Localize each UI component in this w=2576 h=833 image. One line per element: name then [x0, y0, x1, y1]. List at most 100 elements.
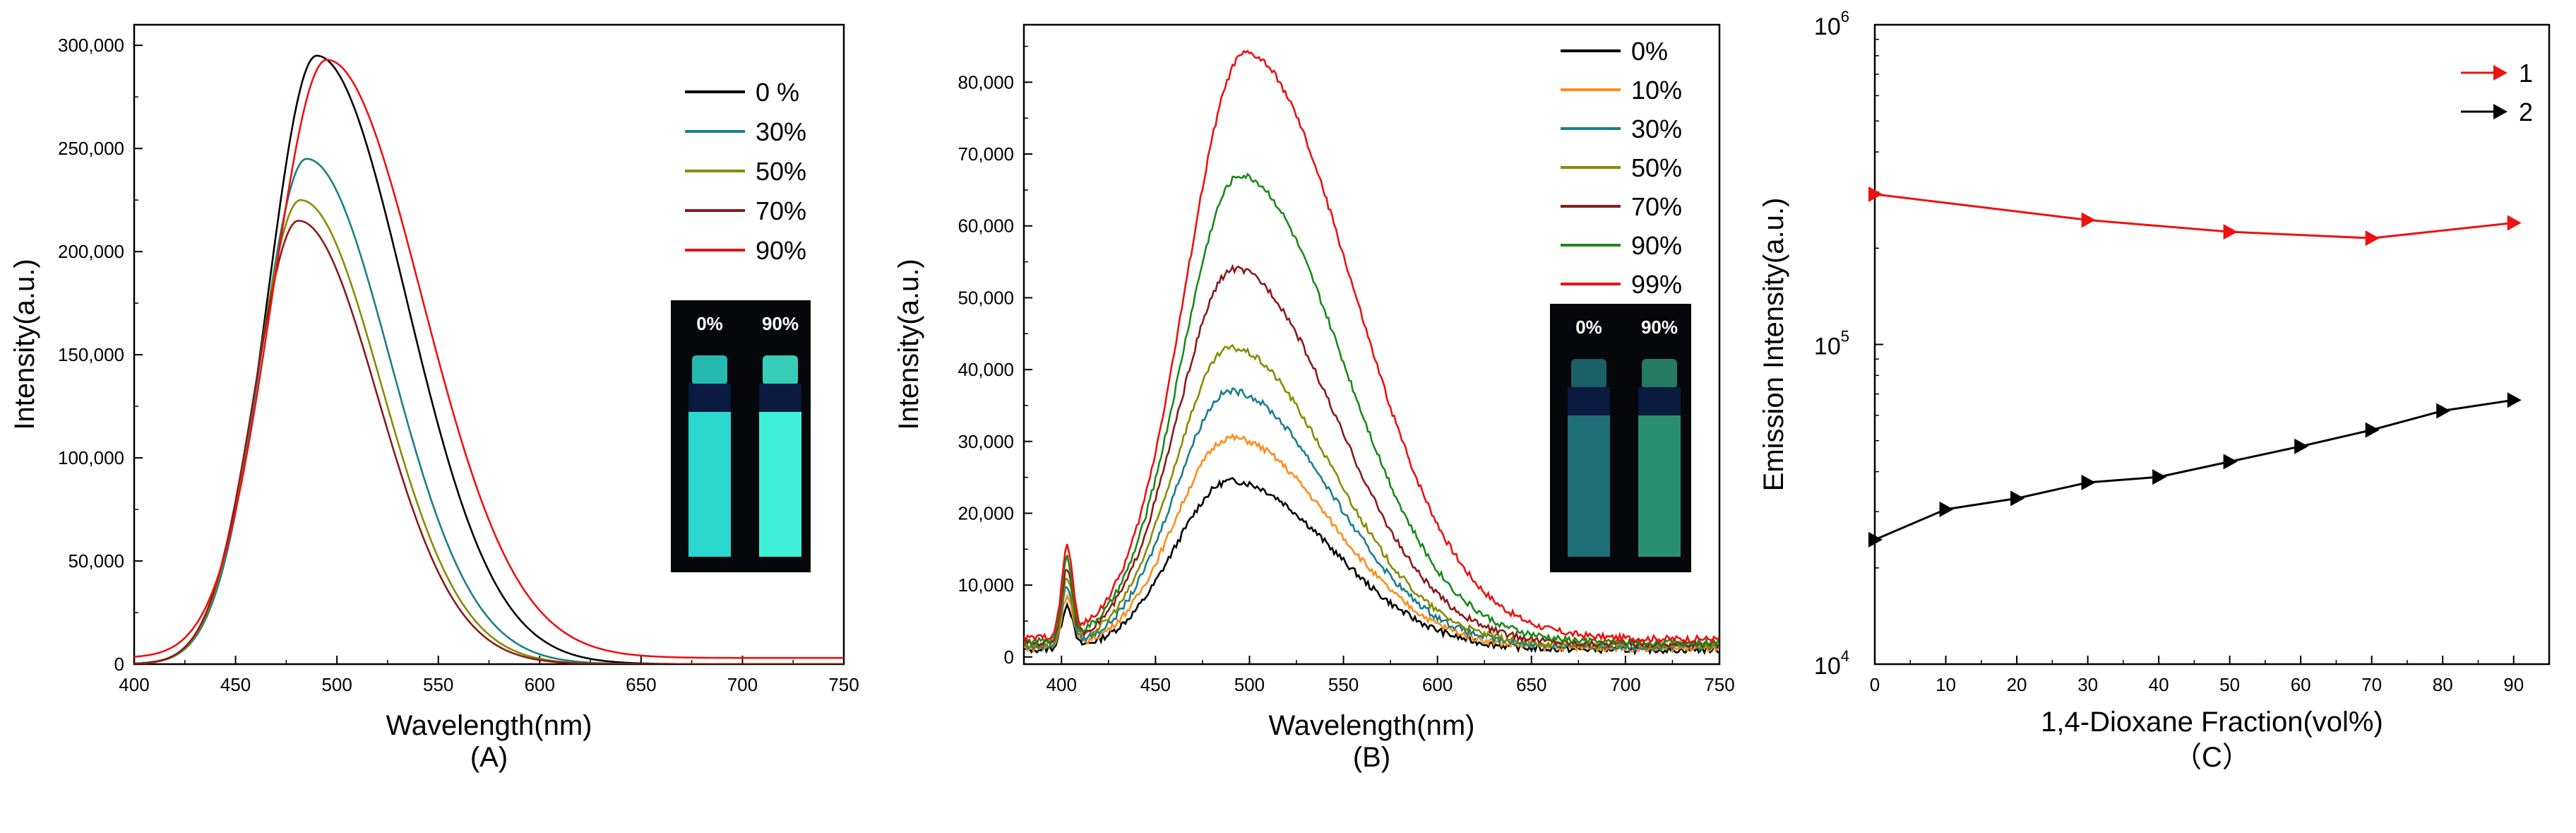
- chart-b-legend-label: 30%: [1631, 114, 1682, 143]
- chart-b-y-axis-title: Intensity(a.u.): [893, 259, 924, 430]
- chart-c-series-2-point: [1868, 531, 1883, 548]
- chart-b-plot-frame: [1022, 23, 1721, 666]
- chart-c-series-2-point: [2507, 392, 2522, 408]
- chart-a-xtick-label: 550: [423, 674, 453, 695]
- chart-b-xtick-label: 550: [1328, 674, 1359, 695]
- chart-c-xtick-label: 40: [2149, 674, 2169, 695]
- chart-b-legend-label: 90%: [1631, 231, 1682, 260]
- chart-b-x-axis-title: Wavelength(nm): [1269, 710, 1475, 741]
- chart-b-ytick-label: 20,000: [958, 502, 1014, 524]
- chart-c-ytick-label: 104: [1814, 647, 1849, 680]
- chart-b-ytick-label: 0: [1004, 646, 1014, 668]
- chart-c-series-1-point: [2081, 212, 2096, 228]
- chart-b-series-line-7: [1024, 49, 1719, 644]
- chart-c-xtick-label: 10: [1936, 674, 1956, 695]
- chart-b-inset-label: 90%: [1641, 317, 1678, 338]
- chart-c-series-2-point: [2010, 490, 2025, 507]
- chart-c-y-axis-title: Emission Intensity(a.u.): [1758, 198, 1789, 492]
- chart-b-xtick-label: 750: [1704, 674, 1734, 695]
- chart-a-ytick-label: 0: [114, 654, 124, 675]
- chart-a-xtick-label: 500: [321, 674, 352, 695]
- chart-b-vial-solution: [1568, 415, 1610, 557]
- chart-b-legend-label: 10%: [1631, 76, 1682, 105]
- chart-c-legend-label: 2: [2519, 98, 2533, 126]
- chart-b-legend-label: 70%: [1631, 192, 1682, 221]
- chart-c-xtick-label: 60: [2291, 674, 2311, 695]
- chart-a-legend-label: 0 %: [756, 78, 799, 107]
- chart-a-vial-neck: [688, 384, 731, 412]
- chart-b-legend-label: 99%: [1631, 270, 1682, 299]
- chart-c-series-1-point: [2223, 224, 2238, 240]
- chart-c-panel-label: （C）: [2174, 742, 2250, 773]
- chart-a-ytick-label: 50,000: [68, 550, 124, 572]
- chart-a-ytick-label: 200,000: [58, 241, 124, 262]
- chart-b-vial-neck: [1568, 387, 1610, 415]
- chart-c-xtick-label: 50: [2219, 674, 2240, 695]
- chart-b-vial-cap: [1571, 359, 1606, 389]
- chart-c-series-2-point: [1939, 501, 1954, 517]
- chart-a-xtick-label: 400: [119, 674, 149, 695]
- chart-b-inset-photo: 0% 90%: [1550, 304, 1691, 572]
- chart-b-series-line-3: [1024, 386, 1719, 652]
- chart-b-legend-label: 50%: [1631, 153, 1682, 182]
- chart-c-ytick-exp: 5: [1841, 328, 1849, 345]
- chart-a-xtick-label: 450: [220, 674, 251, 695]
- chart-c-xtick-label: 0: [1870, 674, 1880, 695]
- chart-c-series-1-point: [2507, 215, 2522, 231]
- chart-a-vial-solution: [688, 412, 731, 557]
- chart-c-legend-label: 1: [2519, 59, 2533, 88]
- chart-c-xtick-label: 90: [2503, 674, 2524, 695]
- chart-a-panel-label: (A): [470, 742, 508, 773]
- chart-a-xtick-label: 700: [727, 674, 758, 695]
- chart-b-ytick-label: 80,000: [958, 71, 1014, 93]
- chart-a-legend-label: 90%: [756, 236, 806, 265]
- chart-a-vial-solution: [759, 412, 801, 557]
- chart-a-legend-label: 30%: [756, 117, 806, 146]
- chart-b-ytick-label: 10,000: [958, 574, 1014, 596]
- chart-c-series-2-point: [2294, 438, 2309, 454]
- chart-c-ytick-base: 10: [1814, 13, 1841, 40]
- chart-b-xtick-label: 700: [1610, 674, 1640, 695]
- chart-c-x-axis-title: 1,4-Dioxane Fraction(vol%): [2041, 707, 2383, 738]
- chart-a-legend-label: 70%: [756, 196, 806, 225]
- chart-a-ytick-label: 300,000: [58, 35, 124, 56]
- chart-a-series-line-5: [134, 59, 844, 659]
- chart-b-ytick-label: 50,000: [958, 287, 1014, 308]
- chart-b-vial-solution: [1638, 415, 1681, 557]
- chart-a-y-axis-title: Intensity(a.u.): [9, 259, 40, 430]
- chart-b-xtick-label: 600: [1422, 674, 1453, 695]
- chart-a-x-axis-title: Wavelength(nm): [386, 710, 592, 741]
- chart-b-ytick-label: 40,000: [958, 359, 1014, 380]
- chart-b-xtick-label: 400: [1046, 674, 1077, 695]
- chart-a-xtick-label: 750: [828, 674, 859, 695]
- chart-c-ytick-label: 105: [1814, 328, 1849, 360]
- chart-c-series-2-point: [2436, 403, 2451, 419]
- chart-c-xtick-label: 30: [2077, 674, 2098, 695]
- chart-c-ytick-base: 10: [1814, 333, 1841, 360]
- chart-b-legend-label: 0%: [1631, 37, 1668, 66]
- chart-a-series-line-2: [134, 158, 844, 664]
- chart-c-ytick-exp: 6: [1841, 8, 1849, 25]
- chart-c-series-line-1: [1874, 193, 2514, 240]
- chart-b-ytick-label: 70,000: [958, 143, 1014, 165]
- chart-a-ytick-label: 150,000: [58, 344, 124, 365]
- chart-c-ytick-label: 106: [1814, 8, 1849, 40]
- chart-c-series-2-point: [2152, 469, 2167, 485]
- chart-a-series-line-4: [134, 219, 844, 664]
- chart-c-legend-marker: [2493, 65, 2508, 81]
- chart-c-xtick-label: 80: [2433, 674, 2453, 695]
- chart-a-vial-cap: [763, 355, 798, 385]
- chart-b-ytick-label: 30,000: [958, 431, 1014, 452]
- chart-b-inset-label: 0%: [1575, 317, 1602, 338]
- chart-b-xtick-label: 500: [1234, 674, 1265, 695]
- chart-c-legend-marker: [2493, 104, 2508, 119]
- chart-b-panel-label: (B): [1353, 742, 1390, 773]
- chart-b-xtick-label: 450: [1140, 674, 1171, 695]
- chart-c-series-2-point: [2365, 422, 2380, 438]
- chart-b-vial-neck: [1638, 387, 1681, 415]
- chart-a-ytick-label: 100,000: [58, 447, 124, 468]
- chart-a-vial-neck: [759, 384, 801, 412]
- chart-c-xtick-label: 20: [2007, 674, 2027, 695]
- chart-c-series-1-point: [2365, 230, 2380, 247]
